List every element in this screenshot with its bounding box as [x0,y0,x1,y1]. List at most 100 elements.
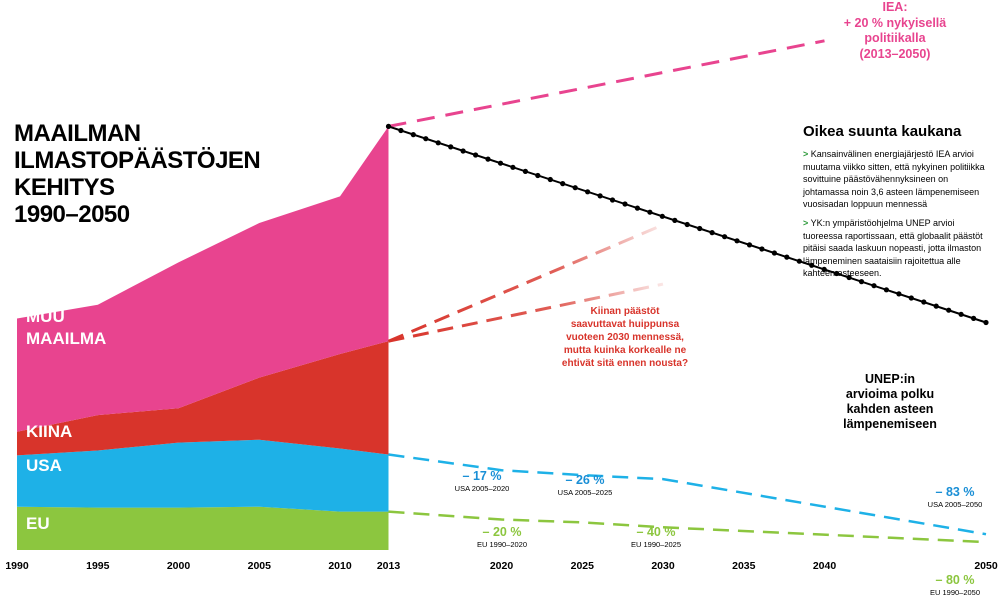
usa-projection-line [388,453,987,536]
unep-path-dot [971,315,977,321]
x-tick-label: 2035 [732,560,756,572]
unep-path-dot [622,201,628,207]
iea-projection-line [388,39,825,128]
unep-path-dot [535,172,541,179]
info-heading: Oikea suunta kaukana [803,123,962,140]
region-labels: MUU MAAILMA KIINA USA EU [26,307,106,533]
unep-path-dot [759,246,765,252]
usa-reduction-period: USA 2005–2050 [928,500,983,509]
usa-reduction-percent: – 26 % [566,473,605,487]
iea-line-1: IEA: [882,0,908,14]
unep-path-dot [609,197,616,203]
unep-path-dot [796,258,802,264]
unep-path-dot [398,127,404,134]
unep-path-dot [908,295,914,301]
unep-annotation: UNEP:in arvioima polku kahden asteen läm… [800,372,980,432]
china-line-5: ehtivät sitä ennen nousta? [561,358,689,369]
eu-reduction-period: EU 1990–2050 [930,588,980,597]
unep-path-dot [659,213,665,219]
unep-path-dot [510,164,516,170]
usa-reduction-percent: – 17 % [463,469,502,483]
china-annotation: Kiinan päästöt saavuttavat huippunsa vuo… [540,305,710,370]
unep-path-dot [809,262,815,268]
usa-reduction-period: USA 2005–2020 [455,484,510,493]
unep-line-2: arvioima polku [845,387,935,401]
x-axis: 1990 1995 2000 2005 2010 2013 2020 2025 2030 2035… [5,560,998,572]
china-line-4: mutta kuinka korkealle ne [563,345,687,356]
info-text-1: Kansainvälinen energiajärjestö IEA arvio… [803,149,985,210]
x-tick-label: 2050 [974,560,998,572]
region-label: KIINA [26,422,72,441]
unep-path-dot [921,299,927,305]
x-tick-label: 1995 [86,560,110,572]
title-line-3: KEHITYS [14,174,115,201]
x-tick-label: 2040 [813,560,837,572]
x-tick-label: 2030 [651,560,675,572]
eu-reduction-period: EU 1990–2025 [631,540,681,549]
region-label: MAAILMA [26,329,106,348]
unep-path-dot [697,225,703,232]
unep-path-dot [435,140,441,146]
chart-title: MAAILMAN ILMASTOPÄÄSTÖJEN KEHITYS 1990–2… [14,120,314,228]
unep-path-dot [871,283,877,289]
unep-path-dot [448,144,454,150]
unep-path-dot [734,238,740,244]
unep-path-dot [784,254,790,260]
unep-path-dot [385,123,392,129]
region-label: EU [26,514,50,533]
unep-path-dot [684,221,690,228]
eu-projection-line [388,510,987,544]
china-line-1: Kiinan päästöt [590,306,660,317]
usa-reduction-period: USA 2005–2025 [558,488,613,497]
unep-path-dot [634,205,641,211]
reduction-labels: – 17 %USA 2005–2020 – 26 %USA 2005–2025 – … [455,469,983,597]
unep-path-dot [958,311,964,317]
unep-path-dot [497,160,504,166]
unep-path-dot [746,242,753,248]
x-tick-label: 2000 [167,560,191,572]
unep-path-dot [858,279,865,285]
info-paragraph-2: > YK:n ympäristöohjelma UNEP arvioi tuor… [803,217,993,280]
unep-path-dot [983,319,989,326]
info-paragraph-1: > Kansainvälinen energiajärjestö IEA arv… [803,148,993,211]
unep-line-4: lämpenemiseen [843,417,937,431]
usa-area [17,439,389,512]
unep-path-dot [410,132,416,138]
unep-path-dot [547,176,553,183]
unep-path-dot [722,234,728,240]
unep-path-dot [946,307,952,313]
unep-path-dot [522,168,529,174]
x-tick-label: 2010 [328,560,352,572]
region-label: MUU [26,307,65,326]
unep-path-dot [585,189,591,195]
eu-reduction-period: EU 1990–2020 [477,540,527,549]
bullet-icon: > [803,149,809,159]
x-tick-label: 1990 [5,560,29,572]
x-tick-label: 2005 [248,560,272,572]
eu-reduction-percent: – 80 % [936,573,975,587]
unep-line-1: UNEP:in [865,372,915,386]
unep-path-dot [846,274,852,281]
unep-path-dot [771,250,778,256]
info-text-2: YK:n ympäristöohjelma UNEP arvioi tuoree… [803,217,983,279]
unep-path-dot [896,291,902,297]
iea-annotation: IEA: + 20 % nykyisellä politiikalla (201… [830,0,960,62]
unep-path-dot [460,148,466,154]
title-line-1: MAAILMAN [14,120,141,147]
unep-path-dot [485,156,491,162]
emission-areas [17,126,389,550]
unep-path-dot [834,270,840,277]
unep-path-dot [473,152,479,158]
iea-line-3: politiikalla [864,31,926,45]
china-area [17,341,389,456]
eu-reduction-percent: – 20 % [483,525,522,539]
china-line-3: vuoteen 2030 mennessä, [566,332,684,343]
projection-lines [385,39,989,544]
unep-line-3: kahden asteen [846,402,934,416]
unep-path-dot [560,181,566,187]
rest-of-world-area [17,126,389,432]
unep-path-dot [597,193,603,199]
unep-path-dot [883,287,890,293]
unep-path-dot [647,209,653,215]
